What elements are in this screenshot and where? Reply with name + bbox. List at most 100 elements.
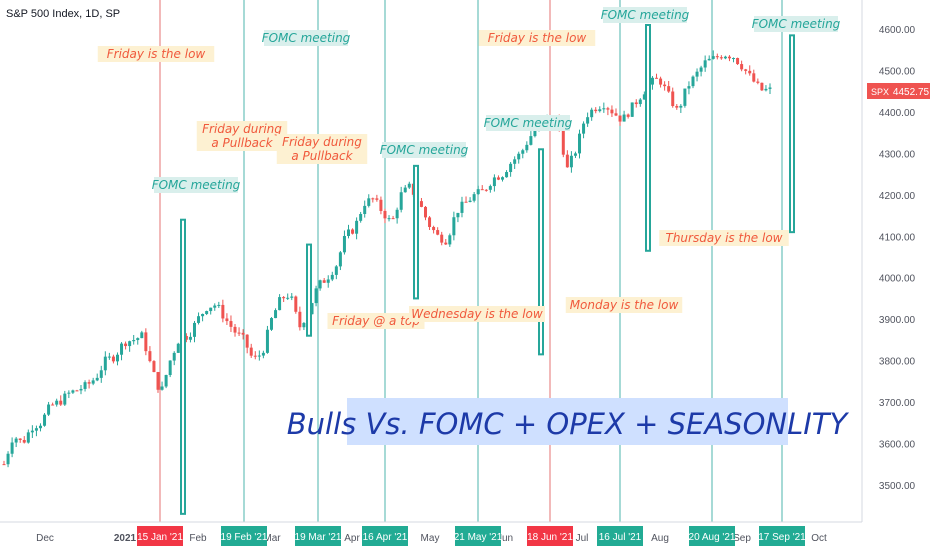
event-date-label: 16 Apr '21: [363, 532, 408, 543]
candle-body: [99, 370, 103, 378]
candle-body: [83, 382, 87, 389]
candle-body: [342, 235, 346, 253]
event-date-label: 19 Mar '21: [295, 532, 342, 543]
x-month-label: Dec: [36, 533, 54, 544]
candle-body: [602, 108, 606, 110]
candle-body: [501, 177, 505, 180]
candle-body: [34, 428, 38, 431]
candle-body: [136, 338, 140, 341]
candle-body: [703, 60, 707, 68]
candle-body: [269, 318, 273, 330]
candle-body: [229, 321, 233, 327]
candle-body: [168, 360, 172, 376]
event-date-tag: [597, 526, 643, 546]
x-month-label: Jun: [497, 533, 513, 544]
candle-body: [241, 332, 245, 335]
candle-body: [314, 288, 318, 304]
y-tick-label: 4500.00: [879, 67, 916, 78]
annotation-box: [659, 230, 789, 246]
candle-body: [582, 123, 586, 134]
fomc-range-box: [789, 34, 795, 234]
candle-body: [480, 189, 484, 191]
candle-body: [334, 266, 338, 275]
candle-body: [245, 334, 249, 348]
candle-body: [496, 177, 500, 180]
x-month-label: Sep: [733, 533, 751, 544]
candle-body: [237, 332, 241, 334]
event-date-tag: [137, 526, 183, 546]
candle-body: [432, 226, 436, 231]
candle-body: [225, 318, 229, 322]
x-month-label: Aug: [651, 533, 669, 544]
banner-box: [347, 398, 788, 445]
candle-body: [359, 213, 363, 221]
candle-body: [298, 311, 302, 328]
candle-body: [691, 76, 695, 87]
candle-body: [30, 430, 34, 433]
candle-body: [699, 67, 703, 72]
candle-body: [476, 189, 480, 195]
annotation-text: Monday is the low: [570, 298, 679, 312]
fomc-range-box: [413, 164, 419, 300]
candle-body: [47, 404, 51, 415]
candle-body: [424, 206, 428, 218]
candle-body: [310, 303, 314, 315]
candle-body: [513, 159, 517, 164]
candle-body: [444, 242, 448, 245]
candle-body: [711, 56, 715, 59]
x-month-label: 2021: [114, 533, 137, 544]
candle-body: [387, 218, 391, 220]
candle-body: [650, 77, 654, 85]
candle-body: [120, 343, 124, 355]
candle-body: [91, 380, 95, 384]
candle-body: [679, 105, 683, 108]
fomc-range-box: [306, 243, 312, 337]
event-date-tag: [362, 526, 408, 546]
candle-body: [622, 114, 626, 122]
candle-body: [744, 69, 748, 71]
annotation-box: [97, 46, 215, 62]
event-date-label: 17 Sep '21: [758, 532, 806, 543]
candle-body: [764, 88, 768, 91]
candle-body: [598, 109, 602, 112]
candle-body: [407, 183, 411, 188]
candle-body: [671, 91, 675, 107]
candle-body: [740, 64, 744, 70]
candle-body: [87, 382, 91, 384]
event-date-tag: [759, 526, 805, 546]
candle-body: [752, 73, 756, 82]
candle-body: [727, 56, 731, 59]
candle-body: [456, 212, 460, 218]
annotation-text: Wednesday is the low: [411, 307, 543, 321]
candle-body: [217, 304, 221, 306]
price-axis: 3500.00 3600.00 3700.00 3800.00 3900.00 4000.…: [879, 25, 916, 492]
candle-body: [346, 229, 350, 236]
candle-body: [663, 84, 667, 87]
candle-body: [638, 99, 642, 105]
candle-body: [172, 352, 176, 361]
y-tick-label: 3900.00: [879, 315, 916, 326]
candle-body: [630, 102, 634, 117]
annotation-text: FOMC meeting: [262, 31, 351, 45]
annotation-box: [154, 177, 238, 193]
candle-body: [6, 453, 10, 465]
candle-body: [75, 390, 79, 392]
time-axis: Dec 2021 Feb Mar Apr May Jun Jul Aug Sep Oct 15 Jan…: [36, 526, 827, 546]
candle-body: [505, 172, 509, 178]
candle-body: [128, 341, 132, 347]
candle-body: [723, 56, 727, 59]
x-month-label: Oct: [811, 533, 827, 544]
candle-body: [197, 316, 201, 323]
candle-body: [115, 354, 119, 362]
annotation-box: [754, 16, 838, 32]
candle-body: [2, 464, 6, 466]
candle-body: [213, 305, 217, 308]
candle-body: [436, 230, 440, 235]
fomc-range-box: [538, 148, 544, 356]
annotation-text: FOMC meeting: [601, 8, 690, 22]
y-tick-label: 4000.00: [879, 274, 916, 285]
candle-body: [399, 192, 403, 210]
candle-body: [55, 400, 59, 405]
candle-body: [484, 189, 488, 191]
